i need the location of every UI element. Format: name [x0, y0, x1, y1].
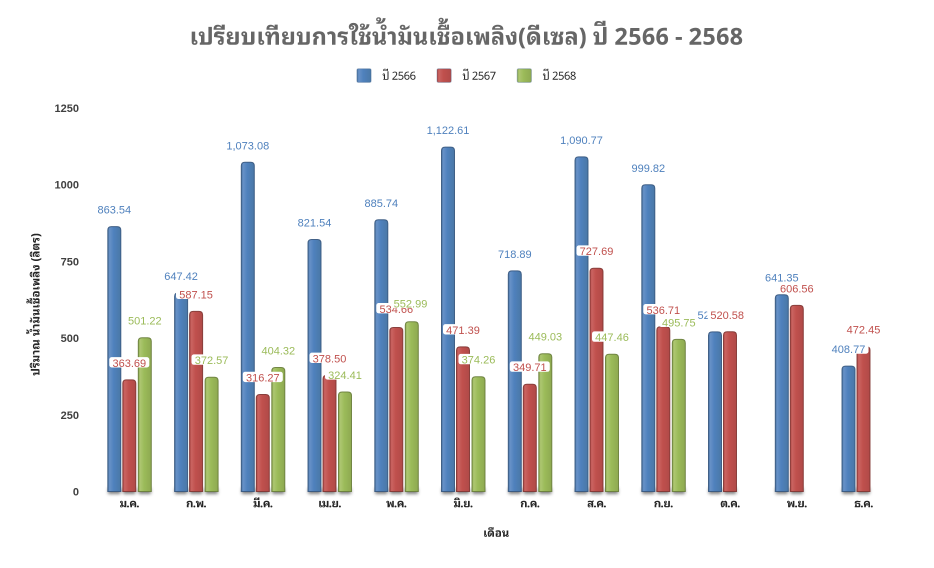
- svg-text:316.27: 316.27: [246, 373, 280, 385]
- svg-text:0: 0: [73, 487, 79, 499]
- svg-text:472.45: 472.45: [847, 325, 881, 337]
- svg-text:1,073.08: 1,073.08: [226, 140, 269, 152]
- svg-text:536.71: 536.71: [646, 305, 680, 317]
- svg-text:1,122.61: 1,122.61: [427, 125, 470, 137]
- svg-text:885.74: 885.74: [364, 198, 398, 210]
- svg-text:1,090.77: 1,090.77: [560, 135, 603, 147]
- svg-text:821.54: 821.54: [298, 218, 332, 230]
- svg-text:250: 250: [61, 410, 79, 422]
- svg-text:520.58: 520.58: [710, 310, 744, 322]
- svg-text:606.56: 606.56: [780, 283, 814, 295]
- svg-text:1250: 1250: [55, 103, 79, 115]
- svg-text:363.69: 363.69: [112, 358, 146, 370]
- svg-text:718.89: 718.89: [498, 249, 532, 261]
- svg-text:495.75: 495.75: [662, 317, 696, 329]
- svg-text:500: 500: [61, 333, 79, 345]
- svg-text:587.15: 587.15: [179, 289, 213, 301]
- svg-text:449.03: 449.03: [528, 332, 562, 344]
- svg-text:501.22: 501.22: [128, 316, 162, 328]
- svg-text:1000: 1000: [55, 180, 79, 192]
- svg-text:552.99: 552.99: [394, 298, 428, 310]
- svg-text:349.71: 349.71: [513, 362, 547, 374]
- svg-text:863.54: 863.54: [97, 205, 131, 217]
- svg-text:641.35: 641.35: [765, 273, 799, 285]
- svg-text:447.46: 447.46: [595, 332, 629, 344]
- svg-text:727.69: 727.69: [580, 246, 614, 258]
- svg-text:471.39: 471.39: [446, 325, 480, 337]
- svg-text:372.57: 372.57: [195, 355, 229, 367]
- svg-text:647.42: 647.42: [164, 271, 198, 283]
- svg-text:378.50: 378.50: [313, 353, 347, 365]
- svg-text:404.32: 404.32: [261, 346, 295, 358]
- svg-text:408.77: 408.77: [832, 344, 866, 356]
- svg-text:374.26: 374.26: [462, 355, 496, 367]
- svg-text:324.41: 324.41: [328, 370, 362, 382]
- svg-text:999.82: 999.82: [631, 163, 665, 175]
- svg-text:750: 750: [61, 256, 79, 268]
